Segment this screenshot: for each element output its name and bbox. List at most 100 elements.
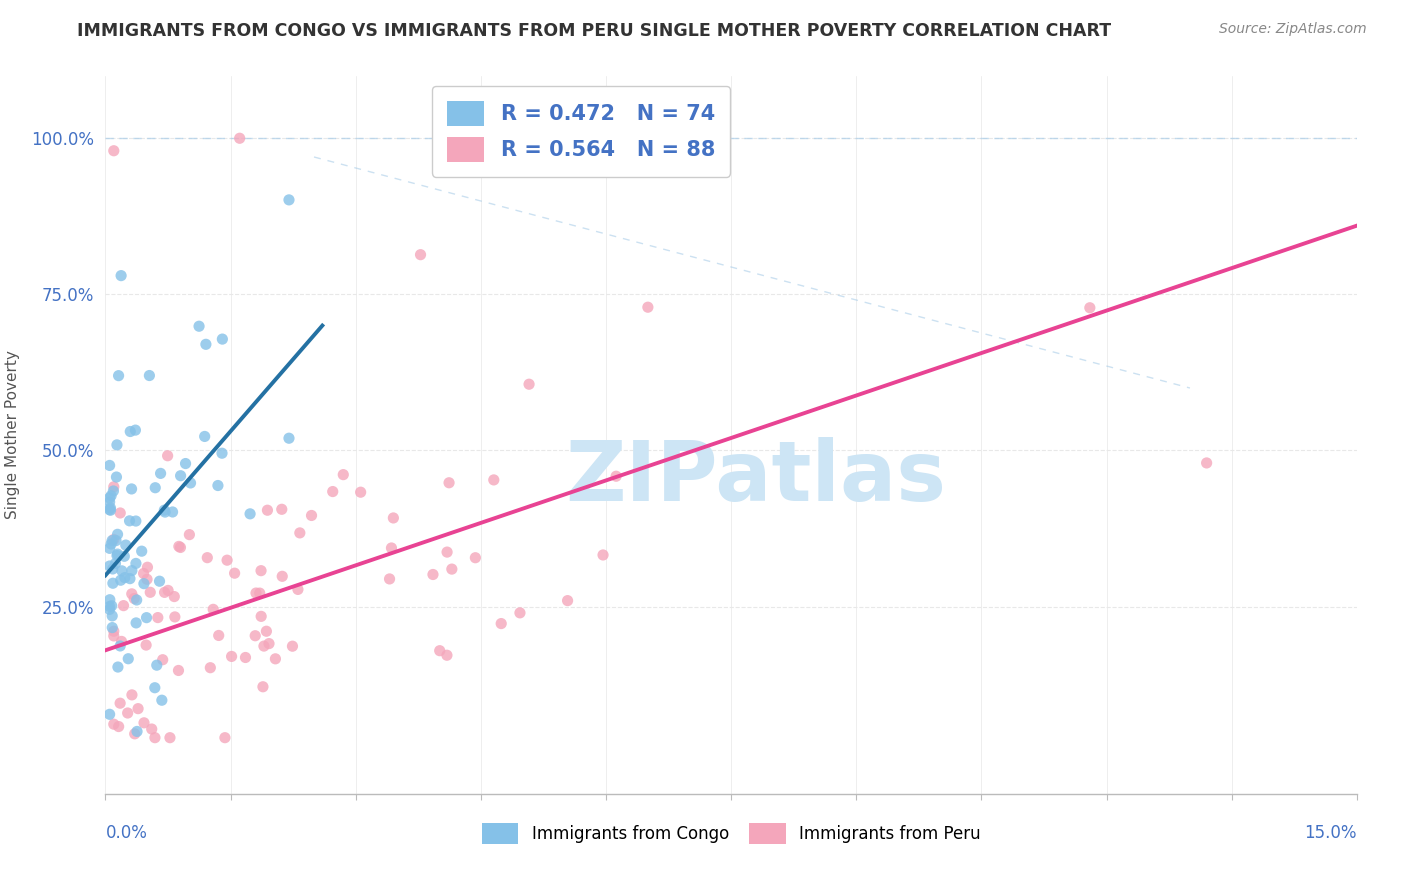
Point	[378, 572, 401, 586]
Point	[103, 717, 125, 731]
Point	[350, 485, 373, 500]
Point	[217, 553, 239, 567]
Point	[111, 564, 134, 578]
Text: IMMIGRANTS FROM CONGO VS IMMIGRANTS FROM PERU SINGLE MOTHER POVERTY CORRELATION : IMMIGRANTS FROM CONGO VS IMMIGRANTS FROM…	[77, 22, 1112, 40]
Point	[332, 467, 354, 482]
Point	[135, 610, 157, 624]
Point	[101, 562, 124, 576]
Point	[132, 566, 155, 581]
Point	[517, 377, 540, 392]
Point	[125, 514, 148, 528]
Point	[132, 715, 155, 730]
Point	[271, 569, 294, 583]
Point	[139, 585, 162, 599]
Point	[153, 503, 176, 517]
Point	[221, 649, 243, 664]
Point	[146, 658, 169, 673]
Point	[245, 629, 267, 643]
Point	[103, 483, 125, 498]
Point	[121, 564, 143, 578]
Point	[214, 731, 236, 745]
Point	[114, 571, 136, 585]
Point	[188, 319, 211, 334]
Point	[1078, 301, 1101, 315]
Point	[101, 621, 124, 635]
Point	[208, 628, 231, 642]
Point	[105, 533, 128, 548]
Point	[127, 701, 149, 715]
Point	[249, 586, 271, 600]
Point	[489, 616, 512, 631]
Text: 15.0%: 15.0%	[1305, 824, 1357, 842]
Point	[98, 559, 121, 574]
Point	[122, 591, 145, 606]
Point	[125, 593, 148, 607]
Point	[288, 525, 311, 540]
Point	[121, 688, 143, 702]
Point	[250, 564, 273, 578]
Point	[509, 606, 531, 620]
Point	[380, 541, 402, 555]
Point	[1195, 456, 1218, 470]
Point	[464, 550, 486, 565]
Point	[107, 720, 129, 734]
Point	[254, 624, 277, 639]
Point	[98, 602, 121, 616]
Point	[98, 541, 121, 556]
Point	[436, 648, 458, 663]
Point	[637, 300, 659, 314]
Point	[200, 661, 222, 675]
Point	[195, 550, 218, 565]
Point	[100, 537, 122, 551]
Point	[143, 731, 166, 745]
Point	[440, 562, 463, 576]
Point	[98, 502, 121, 516]
Point	[143, 681, 166, 695]
Point	[125, 615, 148, 630]
Point	[105, 470, 128, 484]
Point	[252, 680, 274, 694]
Point	[117, 651, 139, 665]
Point	[437, 475, 460, 490]
Point	[100, 489, 122, 503]
Point	[557, 593, 579, 607]
Point	[211, 332, 233, 346]
Point	[301, 508, 323, 523]
Point	[100, 599, 122, 613]
Point	[194, 429, 217, 443]
Y-axis label: Single Mother Poverty: Single Mother Poverty	[6, 351, 20, 519]
Point	[103, 144, 125, 158]
Point	[207, 478, 229, 492]
Point	[117, 706, 139, 720]
Point	[250, 609, 273, 624]
Point	[101, 576, 124, 591]
Point	[121, 587, 143, 601]
Point	[163, 610, 186, 624]
Point	[202, 602, 225, 616]
Point	[605, 469, 627, 483]
Point	[125, 557, 148, 571]
Point	[153, 585, 176, 599]
Point	[278, 193, 301, 207]
Point	[211, 446, 233, 460]
Point	[136, 560, 159, 574]
Point	[118, 514, 141, 528]
Point	[159, 731, 181, 745]
Point	[103, 533, 125, 547]
Point	[264, 652, 287, 666]
Point	[107, 547, 129, 561]
Point	[146, 610, 169, 624]
Point	[98, 592, 121, 607]
Point	[382, 511, 405, 525]
Point	[98, 707, 121, 722]
Point	[180, 475, 202, 490]
Point	[157, 583, 180, 598]
Point	[105, 549, 128, 563]
Point	[132, 576, 155, 591]
Point	[110, 573, 132, 587]
Point	[136, 572, 159, 586]
Point	[103, 624, 125, 639]
Point	[245, 586, 267, 600]
Point	[163, 590, 186, 604]
Point	[235, 650, 257, 665]
